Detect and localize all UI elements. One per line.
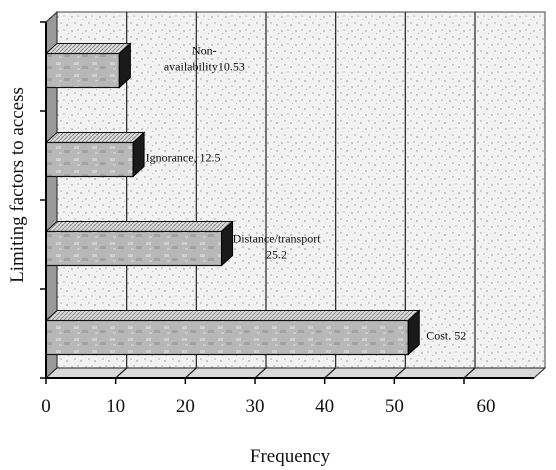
bar-end-face [407,309,420,356]
data-label-ignorance: Ignorance, 12.5 [146,151,221,165]
gridline-floor-20 [184,367,197,379]
x-tick-label-50: 50 [385,396,404,417]
gridline-floor-30 [254,367,267,379]
x-tick-label-10: 10 [106,396,125,417]
gridline-floor-10 [115,367,128,379]
x-tick-labels: 0 10 20 30 40 50 60 [41,396,495,417]
gridline-floor-50 [393,367,406,379]
bar-distance-transport [44,220,234,267]
x-tick-label-30: 30 [246,396,265,417]
bar-non-availability [44,42,132,89]
bar-top-face [44,310,421,321]
gridline-floor-40 [324,367,337,379]
bar-cost [44,309,421,356]
x-tick-label-0: 0 [41,396,51,417]
x-tick-label-20: 20 [176,396,195,417]
bar-front-face [45,230,223,267]
x-tick-label-40: 40 [315,396,334,417]
bar-front-face [45,141,134,178]
bars [44,42,421,356]
x-axis-title: Frequency [250,446,331,467]
y-axis-title: Limiting factors to access [7,87,28,283]
axes [40,21,534,384]
data-label-non-availability: Non-availability10.53 [164,44,245,74]
bar-top-face [44,43,132,54]
bar-front-face [45,52,120,89]
bar-top-face [44,132,146,143]
bar-end-face [132,131,145,178]
data-label-cost: Cost. 52 [426,329,466,343]
gridline-floor-60 [463,367,476,379]
data-label-distance-transport: Distance/transport 25.2 [233,232,322,262]
x-tick-label-60: 60 [477,396,496,417]
bar-end-face [221,220,234,267]
bar-ignorance [44,131,146,178]
data-labels: Cost. 52 Distance/transport 25.2 Ignorance,… [146,44,467,343]
bar-end-face [118,42,131,89]
bar-top-face [44,221,234,232]
bar-front-face [45,319,409,356]
gridlines [115,12,476,379]
